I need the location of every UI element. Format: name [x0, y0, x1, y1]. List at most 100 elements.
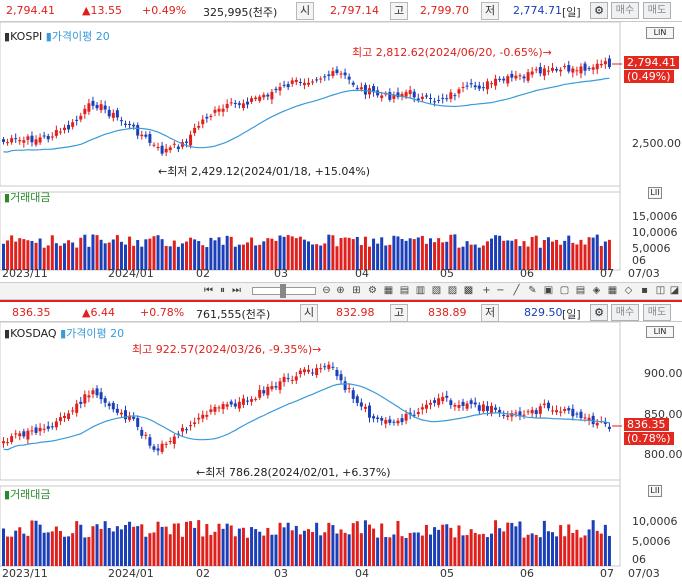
volume-bar [30, 520, 34, 566]
last-icon[interactable]: ⏭ [232, 285, 241, 296]
tool-icon-11[interactable]: ▦ [607, 285, 618, 296]
volume-bar [416, 237, 420, 270]
kosdaq-x-label-2023-11: 2023/11 [2, 567, 48, 580]
kospi-buy-button[interactable]: 매수 [611, 2, 639, 19]
candle-body [583, 63, 587, 71]
candle-body [603, 421, 607, 424]
candle-body [26, 430, 30, 440]
candle-body [274, 88, 278, 91]
volume-bar [144, 536, 148, 566]
candle-body [10, 436, 14, 443]
candle-body [498, 78, 502, 80]
kospi-period[interactable]: [일] [562, 6, 581, 19]
candle-body [485, 81, 489, 90]
candle-body [319, 78, 323, 80]
volume-bar [335, 533, 339, 566]
candle-body [567, 408, 571, 411]
tool-icon-14[interactable]: ◫ [655, 285, 666, 296]
candle-body [132, 124, 136, 127]
tool-icon-6[interactable]: ▩ [463, 285, 474, 296]
candle-body [258, 96, 262, 101]
settings-icon[interactable]: ⚙ [368, 285, 377, 296]
volume-bar [10, 235, 14, 270]
candle-body [294, 79, 298, 83]
volume-bar [311, 244, 315, 270]
kosdaq-gear-icon[interactable]: ⚙ [590, 304, 608, 321]
volume-bar [189, 237, 193, 270]
reset-icon[interactable]: ⊞ [352, 285, 361, 296]
tool-icon-12[interactable]: ◇ [624, 285, 633, 296]
volume-bar [217, 523, 221, 566]
volume-bar [404, 537, 408, 566]
candle-body [412, 414, 416, 416]
candle-body [67, 413, 71, 419]
volume-bar [363, 520, 367, 566]
zoom-slider-handle[interactable] [280, 284, 286, 298]
first-icon[interactable]: ⏮ [204, 285, 213, 296]
candle-body [551, 410, 554, 412]
zoom-in-icon[interactable]: ⊕ [336, 285, 345, 296]
x-label-2024-01: 2024/01 [108, 267, 154, 280]
volume-bar [189, 521, 193, 566]
volume-bar [433, 242, 437, 270]
volume-bar [164, 526, 168, 566]
kosdaq-lin-button[interactable]: LIN [646, 326, 674, 338]
volume-bar [376, 243, 380, 270]
crosshair-icon[interactable]: + [482, 285, 491, 296]
tool-icon-1[interactable]: ▦ [383, 285, 394, 296]
volume-bar [579, 537, 583, 566]
candle-body [388, 92, 392, 100]
tool-icon-4[interactable]: ▧ [431, 285, 442, 296]
kosdaq-vol-lin-button[interactable]: LII [648, 485, 662, 497]
kospi-sell-button[interactable]: 매도 [643, 2, 671, 19]
kospi-vol-lin-button[interactable]: LII [648, 187, 662, 199]
volume-bar [254, 245, 258, 270]
kospi-lin-button[interactable]: LIN [646, 27, 674, 39]
candle-body [18, 140, 22, 142]
tool-icon-9[interactable]: ▤ [575, 285, 586, 296]
kosdaq-sell-button[interactable]: 매도 [643, 304, 671, 321]
candle-body [461, 86, 465, 88]
line-icon[interactable]: ╱ [513, 285, 520, 296]
tool-icon-7[interactable]: ▣ [543, 285, 554, 296]
candle-body [388, 419, 392, 423]
tool-icon-3[interactable]: ▥ [415, 285, 426, 296]
tool-icon-10[interactable]: ◈ [592, 285, 601, 296]
kospi-legend: ▮KOSPI ▮가격이평 20 [4, 30, 110, 43]
x-label-05: 05 [440, 267, 454, 280]
candle-body [490, 405, 493, 414]
tool-icon-13[interactable]: ▪ [641, 285, 648, 296]
volume-bar [408, 532, 412, 566]
minus-icon[interactable]: − [496, 285, 505, 296]
pause-icon[interactable]: ⏸ [220, 285, 225, 296]
tool-icon-2[interactable]: ▤ [399, 285, 410, 296]
kospi-gear-icon[interactable]: ⚙ [590, 2, 608, 19]
tool-icon-8[interactable]: ▢ [559, 285, 570, 296]
candle-body [526, 72, 530, 81]
volume-bar [71, 242, 75, 270]
draw-icon[interactable]: ✎ [528, 285, 537, 296]
volume-bar [254, 529, 258, 566]
kosdaq-volume: 761,555(천주) [196, 308, 271, 321]
candle-body [160, 145, 164, 154]
candle-body [233, 102, 237, 104]
zoom-out-icon[interactable]: ⊖ [322, 285, 331, 296]
candle-body [213, 109, 217, 113]
candle-body [132, 416, 136, 419]
volume-bar [262, 535, 266, 566]
candle-body [331, 71, 335, 76]
tool-icon-5[interactable]: ▨ [447, 285, 458, 296]
kosdaq-buy-button[interactable]: 매수 [611, 304, 639, 321]
volume-bar [205, 524, 209, 566]
kosdaq-period[interactable]: [일] [562, 308, 581, 321]
candle-body [469, 83, 473, 85]
volume-bar [209, 237, 213, 270]
candle-body [302, 82, 306, 86]
volume-bar [551, 241, 554, 270]
volume-bar [290, 530, 294, 566]
volume-bar [591, 237, 595, 270]
candle-body [83, 394, 87, 404]
candle-body [453, 405, 457, 407]
tool-icon-15[interactable]: ◪ [669, 285, 680, 296]
volume-bar [225, 523, 229, 566]
